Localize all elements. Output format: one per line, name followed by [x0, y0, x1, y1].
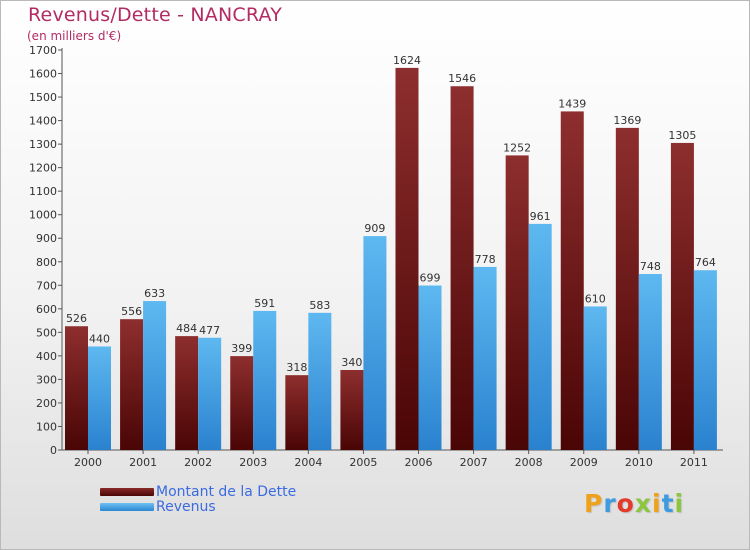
legend-swatch-revenue — [100, 503, 154, 511]
y-tick-label: 1200 — [29, 162, 57, 175]
data-label-revenue-2006: 699 — [420, 272, 441, 285]
data-label-revenue-2009: 610 — [585, 292, 606, 305]
data-label-revenue-2010: 748 — [640, 260, 661, 273]
data-label-revenue-2007: 778 — [475, 253, 496, 266]
x-tick-label: 2004 — [294, 456, 322, 469]
data-label-debt-2011: 1305 — [668, 129, 696, 142]
x-tick-label: 2005 — [349, 456, 377, 469]
y-tick-label: 800 — [36, 256, 57, 269]
bar-revenue-2003 — [253, 310, 277, 450]
x-tick-label: 2011 — [680, 456, 708, 469]
bar-debt-2004 — [285, 375, 309, 450]
bar-debt-2011 — [670, 142, 694, 451]
x-tick-label: 2006 — [405, 456, 433, 469]
legend-label-revenue: Revenus — [156, 499, 216, 515]
bar-revenue-2004 — [308, 312, 332, 450]
x-tick-label: 2008 — [515, 456, 543, 469]
x-tick-label: 2000 — [74, 456, 102, 469]
legend-label-debt: Montant de la Dette — [156, 484, 297, 500]
x-tick-label: 2001 — [129, 456, 157, 469]
y-tick-label: 0 — [50, 444, 57, 457]
bar-revenue-2000 — [88, 346, 111, 450]
logo-letter: P — [584, 489, 604, 518]
bar-debt-2009 — [560, 111, 584, 450]
bar-revenue-2002 — [198, 337, 222, 450]
bar-debt-2008 — [505, 155, 529, 451]
y-tick-label: 1700 — [29, 44, 57, 57]
data-label-revenue-2002: 477 — [199, 324, 220, 337]
data-label-debt-2009: 1439 — [558, 97, 586, 110]
data-label-debt-2002: 484 — [176, 322, 197, 335]
logo-letter: t — [661, 489, 675, 518]
data-label-revenue-2004: 583 — [309, 299, 330, 312]
bar-debt-2000 — [65, 326, 88, 450]
x-tick-label: 2003 — [239, 456, 267, 469]
bar-debt-2001 — [120, 319, 144, 450]
logo-letter: i — [652, 489, 662, 518]
bar-revenue-2006 — [418, 285, 442, 450]
x-tick-label: 2010 — [625, 456, 653, 469]
y-tick-label: 700 — [36, 279, 57, 292]
x-tick-label: 2007 — [460, 456, 488, 469]
bar-revenue-2008 — [528, 223, 552, 450]
bar-debt-2005 — [340, 370, 364, 450]
logo-letter: r — [603, 489, 617, 518]
x-tick-label: 2009 — [570, 456, 598, 469]
data-label-debt-2007: 1546 — [448, 72, 476, 85]
bar-revenue-2009 — [583, 306, 607, 450]
bar-debt-2010 — [615, 127, 639, 450]
y-tick-label: 1600 — [29, 68, 57, 81]
data-label-debt-2010: 1369 — [613, 114, 641, 127]
data-label-revenue-2003: 591 — [254, 297, 275, 310]
y-tick-label: 1000 — [29, 209, 57, 222]
y-tick-label: 200 — [36, 397, 57, 410]
data-label-revenue-2000: 440 — [89, 332, 110, 345]
bar-debt-2003 — [230, 356, 254, 450]
logo-letter: x — [634, 489, 652, 518]
bar-debt-2007 — [450, 86, 474, 450]
bar-debt-2006 — [395, 67, 419, 450]
logo-letter: o — [616, 489, 635, 518]
y-tick-label: 1400 — [29, 115, 57, 128]
data-label-debt-2005: 340 — [341, 356, 362, 369]
bar-revenue-2011 — [693, 270, 717, 450]
bar-debt-2002 — [175, 336, 199, 450]
data-label-revenue-2008: 961 — [530, 210, 551, 223]
y-tick-label: 400 — [36, 350, 57, 363]
data-label-revenue-2001: 633 — [144, 287, 165, 300]
proxiti-logo: Proxiti — [584, 489, 684, 518]
y-tick-label: 900 — [36, 232, 57, 245]
data-label-revenue-2005: 909 — [364, 222, 385, 235]
chart-title: Revenus/Dette - NANCRAY — [28, 4, 283, 26]
x-tick-label: 2002 — [184, 456, 212, 469]
data-label-debt-2006: 1624 — [393, 54, 421, 67]
data-label-debt-2000: 526 — [66, 312, 87, 325]
y-tick-label: 500 — [36, 326, 57, 339]
logo-letter: i — [674, 489, 685, 518]
data-label-debt-2008: 1252 — [503, 141, 531, 154]
chart-subtitle: (en milliers d'€) — [27, 29, 122, 43]
legend-swatch-debt — [100, 488, 154, 496]
y-tick-label: 300 — [36, 373, 57, 386]
data-label-debt-2003: 399 — [231, 342, 252, 355]
y-tick-label: 600 — [36, 303, 57, 316]
bar-revenue-2010 — [638, 274, 662, 450]
bar-revenue-2007 — [473, 266, 497, 450]
bar-revenue-2005 — [363, 236, 387, 450]
y-tick-label: 1300 — [29, 138, 57, 151]
data-label-debt-2001: 556 — [121, 305, 142, 318]
y-tick-label: 100 — [36, 420, 57, 433]
y-tick-label: 1100 — [29, 185, 57, 198]
data-label-revenue-2011: 764 — [695, 256, 716, 269]
data-label-debt-2004: 318 — [286, 361, 307, 374]
bar-revenue-2001 — [143, 301, 167, 450]
y-tick-label: 1500 — [29, 91, 57, 104]
